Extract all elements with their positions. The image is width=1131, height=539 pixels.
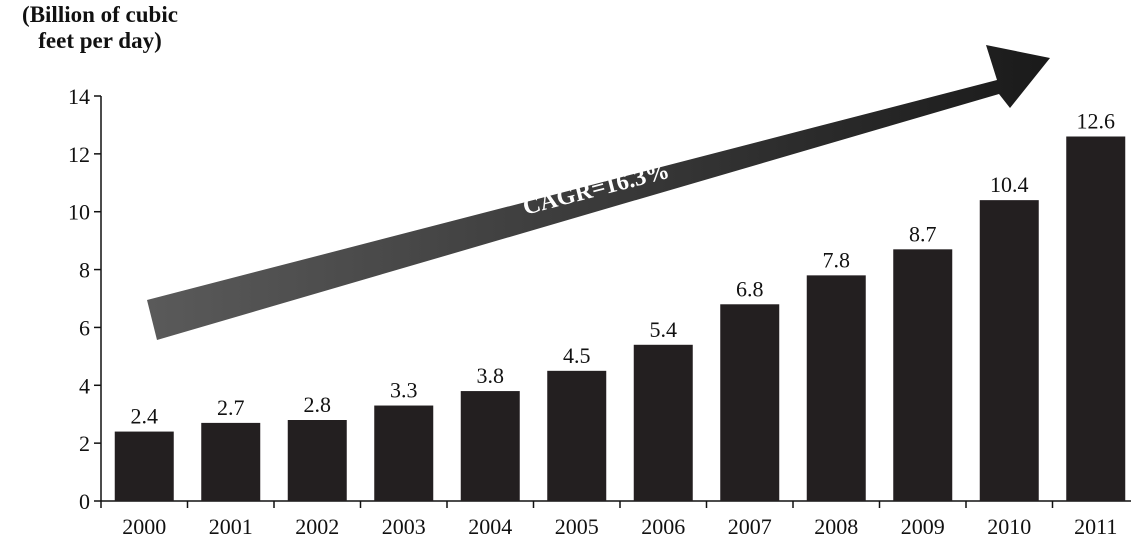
x-tick-label-2003: 2003 — [382, 514, 426, 539]
bar-2010 — [979, 200, 1039, 501]
y-tick-label: 2 — [79, 431, 90, 456]
bar-2001 — [201, 422, 261, 501]
x-tick-label-2004: 2004 — [468, 514, 512, 539]
y-tick-label: 12 — [68, 142, 90, 167]
y-tick-label: 8 — [79, 258, 90, 283]
data-label-2006: 5.4 — [650, 317, 678, 342]
y-tick-label: 4 — [79, 373, 90, 398]
bar-2011 — [1066, 136, 1126, 501]
data-label-2005: 4.5 — [563, 343, 591, 368]
bar-2008 — [806, 275, 866, 501]
data-label-2010: 10.4 — [990, 172, 1029, 197]
bar-2009 — [893, 249, 953, 501]
bar-2000 — [114, 431, 174, 501]
cagr-arrow — [147, 45, 1050, 340]
x-tick-label-2009: 2009 — [901, 514, 945, 539]
bar-2006 — [633, 344, 693, 501]
y-axis-unit-line-2: feet per day) — [38, 28, 162, 53]
x-tick-label-2008: 2008 — [814, 514, 858, 539]
x-tick-label-2007: 2007 — [728, 514, 772, 539]
x-tick-label-2005: 2005 — [555, 514, 599, 539]
data-label-2007: 6.8 — [736, 276, 764, 301]
x-tick-label-2001: 2001 — [209, 514, 253, 539]
data-label-2000: 2.4 — [131, 404, 159, 429]
x-tick-label-2011: 2011 — [1074, 514, 1117, 539]
bar-2004 — [460, 391, 520, 501]
y-tick-label: 10 — [68, 200, 90, 225]
data-label-2002: 2.8 — [304, 392, 332, 417]
bars: 2.4 2.7 2.8 3.3 3.8 4.5 5.4 6.8 7.8 8.7 10.4 12.6 — [114, 109, 1126, 501]
y-tick-label: 6 — [79, 315, 90, 340]
y-axis-unit-line-1: (Billion of cubic — [22, 2, 178, 27]
y-tick-label: 14 — [68, 84, 90, 109]
data-label-2009: 8.7 — [909, 221, 937, 246]
bar-2005 — [547, 370, 607, 501]
axes: 0 2 4 6 8 10 12 14 2000 2001 2002 2003 2004 2005 2006 2… — [68, 84, 1131, 539]
data-label-2004: 3.8 — [477, 363, 505, 388]
data-label-2003: 3.3 — [390, 378, 418, 403]
x-tick-label-2002: 2002 — [295, 514, 339, 539]
x-tick-label-2010: 2010 — [987, 514, 1031, 539]
data-label-2001: 2.7 — [217, 395, 245, 420]
bar-2002 — [287, 420, 347, 501]
x-tick-label-2000: 2000 — [122, 514, 166, 539]
data-label-2011: 12.6 — [1077, 109, 1116, 134]
bar-2003 — [374, 405, 434, 501]
bar-2007 — [720, 304, 780, 501]
y-tick-label: 0 — [79, 489, 90, 514]
data-label-2008: 7.8 — [823, 247, 851, 272]
x-tick-label-2006: 2006 — [641, 514, 685, 539]
y-axis-unit-label: (Billion of cubic feet per day) — [0, 2, 200, 54]
